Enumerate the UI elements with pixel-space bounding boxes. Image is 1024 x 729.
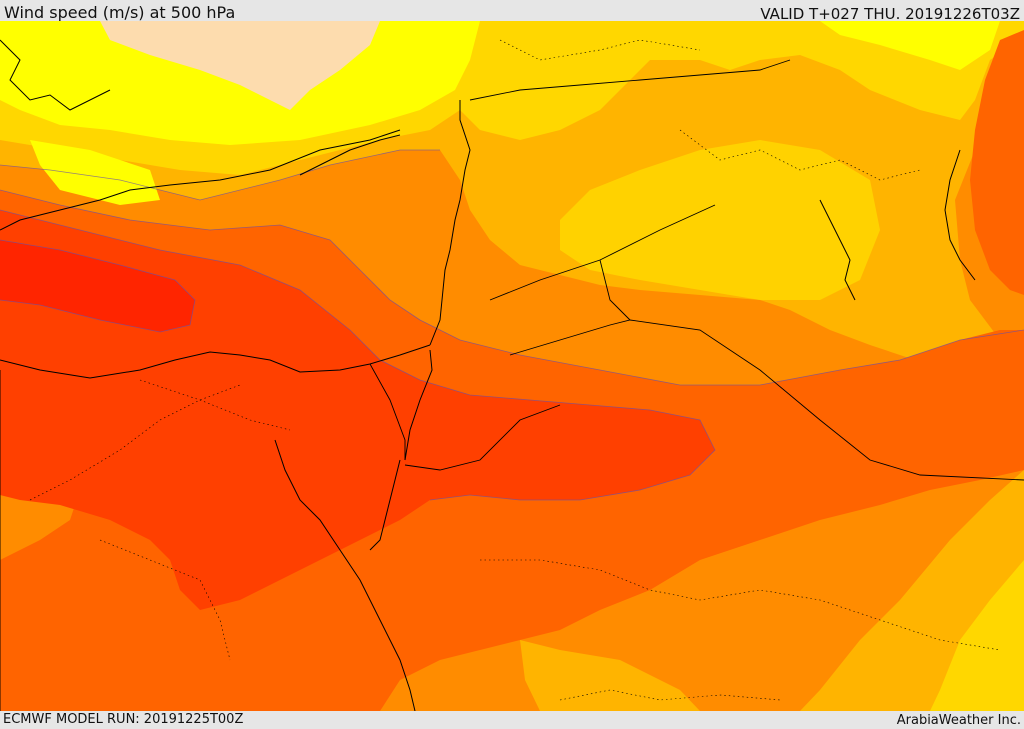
contour-lines [0, 149, 1024, 501]
band-0-area [100, 21, 380, 110]
admin-border [499, 39, 701, 61]
model-run: ECMWF MODEL RUN: 20191225T00Z [3, 712, 244, 727]
wind-speed-map [0, 21, 1024, 711]
footer-bar: ECMWF MODEL RUN: 20191225T00Z ArabiaWeat… [0, 711, 1024, 729]
coastline [0, 39, 111, 111]
border-line [489, 204, 716, 301]
contour-line [0, 239, 196, 333]
map-canvas [0, 21, 1024, 711]
admin-border [29, 384, 241, 501]
band-1-area-island [30, 140, 160, 205]
coastlines [0, 39, 976, 711]
coastline [274, 439, 416, 711]
admin-border [480, 559, 1001, 651]
band-7-area [0, 240, 195, 332]
border-line [369, 363, 406, 460]
contour-line [0, 209, 716, 501]
admin-border [679, 129, 921, 181]
coastline [404, 349, 433, 461]
coastline [369, 459, 401, 551]
border-line [404, 404, 561, 471]
admin-borders [29, 39, 1001, 701]
coastline [429, 100, 471, 346]
coastline [819, 199, 856, 301]
contour-line [0, 189, 1024, 386]
border-line [599, 259, 631, 321]
coastline [944, 149, 976, 281]
valid-time: VALID T+027 THU. 20191226T03Z [760, 5, 1020, 23]
border-line [469, 59, 791, 101]
chart-title: Wind speed (m/s) at 500 hPa [4, 3, 236, 22]
band-5-area-east [970, 30, 1024, 295]
coastline [299, 134, 401, 176]
band-2-area-e [560, 140, 880, 300]
provider-credit: ArabiaWeather Inc. [896, 713, 1021, 728]
border-line [509, 319, 1024, 481]
admin-border [139, 379, 291, 431]
contour-line [0, 149, 440, 201]
band-3-area-s [520, 640, 700, 711]
band-2-area-se [930, 560, 1024, 711]
band-1-area-ne [820, 21, 1000, 70]
political-borders [0, 59, 1024, 711]
coastline [0, 129, 401, 231]
header-bar: Wind speed (m/s) at 500 hPa VALID T+027 … [0, 0, 1024, 23]
